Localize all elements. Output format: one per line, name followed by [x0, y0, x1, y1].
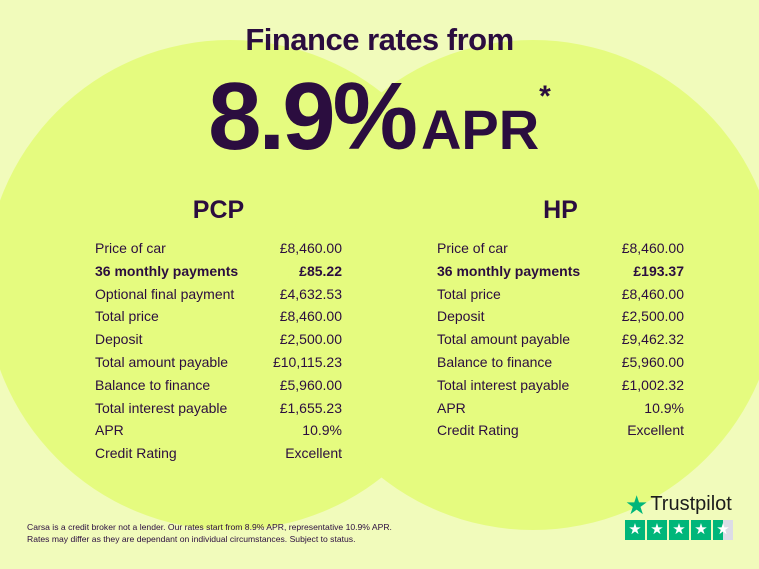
- row-value: Excellent: [627, 422, 684, 439]
- row-value: £9,462.32: [621, 331, 684, 348]
- row-value: £85.22: [299, 262, 342, 279]
- hp-heading: HP: [543, 196, 578, 224]
- row-label: Optional final payment: [95, 285, 235, 302]
- table-row: Price of car £8,460.00: [437, 237, 684, 260]
- row-label: Credit Rating: [437, 422, 519, 439]
- row-value: £8,460.00: [279, 240, 342, 256]
- hero-rate: 8.9% APR*: [0, 62, 759, 172]
- disclaimer-line: Rates may differ as they are dependant o…: [27, 534, 356, 544]
- row-label: Price of car: [437, 240, 508, 256]
- star-icon: ★: [647, 520, 667, 540]
- table-row: 36 monthly payments £85.22: [95, 260, 342, 283]
- trustpilot-name: Trustpilot: [650, 493, 732, 515]
- table-row: 36 monthly payments £193.37: [437, 260, 684, 283]
- row-label: Total price: [437, 285, 501, 302]
- row-value: 10.9%: [644, 399, 684, 416]
- table-row: Deposit £2,500.00: [437, 305, 684, 328]
- rate-value: 8.9%: [208, 63, 418, 170]
- table-row: Price of car £8,460.00: [95, 237, 342, 260]
- row-label: Deposit: [95, 331, 143, 348]
- row-label: Deposit: [437, 308, 485, 325]
- table-row: Total amount payable £9,462.32: [437, 328, 684, 351]
- headline: Finance rates from: [245, 22, 514, 57]
- table-row: Total amount payable £10,115.23: [95, 351, 342, 374]
- disclaimer: Carsa is a credit broker not a lender. O…: [27, 521, 392, 545]
- row-value: £8,460.00: [621, 285, 684, 302]
- row-value: £2,500.00: [279, 331, 342, 348]
- half-star-icon: ★: [713, 520, 733, 540]
- row-label: APR: [95, 422, 124, 439]
- star-icon: ★: [669, 520, 689, 540]
- background-circle-right: [288, 40, 759, 530]
- trustpilot-badge[interactable]: ★ Trustpilot ★ ★ ★ ★ ★: [625, 489, 733, 540]
- row-value: £5,960.00: [621, 353, 684, 370]
- table-row: Credit Rating Excellent: [95, 442, 342, 465]
- star-icon: ★: [625, 489, 649, 520]
- table-row: Total price £8,460.00: [95, 305, 342, 328]
- table-row: APR 10.9%: [95, 419, 342, 442]
- row-value: £193.37: [633, 262, 684, 279]
- pcp-table: PCP Price of car £8,460.00 36 monthly paym…: [95, 196, 342, 465]
- row-label: APR: [437, 399, 466, 416]
- hp-table: HP Price of car £8,460.00 36 monthly payme…: [437, 196, 684, 442]
- row-label: 36 monthly payments: [95, 262, 239, 279]
- row-label: Total interest payable: [95, 399, 228, 416]
- row-label: Credit Rating: [95, 445, 177, 462]
- row-value: £1,655.23: [279, 399, 342, 416]
- row-value: £1,002.32: [621, 376, 684, 393]
- row-value: £8,460.00: [279, 308, 342, 325]
- row-value: £10,115.23: [272, 353, 342, 370]
- table-row: Credit Rating Excellent: [437, 419, 684, 442]
- row-value: £5,960.00: [279, 376, 342, 393]
- table-row: Total price £8,460.00: [437, 283, 684, 306]
- rating-stars: ★ ★ ★ ★ ★: [625, 520, 733, 540]
- table-row: Balance to finance £5,960.00: [95, 374, 342, 397]
- row-label: Balance to finance: [437, 353, 553, 370]
- row-value: 10.9%: [302, 422, 342, 439]
- table-row: Balance to finance £5,960.00: [437, 351, 684, 374]
- table-row: Total interest payable £1,655.23: [95, 397, 342, 420]
- row-value: £4,632.53: [279, 285, 342, 302]
- row-label: Balance to finance: [95, 376, 211, 393]
- row-label: Total price: [95, 308, 159, 325]
- table-row: Deposit £2,500.00: [95, 328, 342, 351]
- disclaimer-line: Carsa is a credit broker not a lender. O…: [27, 522, 392, 532]
- star-icon: ★: [625, 520, 645, 540]
- row-value: £8,460.00: [621, 240, 684, 256]
- pcp-heading: PCP: [192, 196, 245, 224]
- row-value: £2,500.00: [621, 308, 684, 325]
- table-row: APR 10.9%: [437, 397, 684, 420]
- row-label: 36 monthly payments: [437, 262, 581, 279]
- row-label: Total interest payable: [437, 376, 570, 393]
- row-label: Total amount payable: [437, 331, 571, 348]
- trustpilot-logo: ★ Trustpilot: [625, 489, 733, 520]
- row-label: Price of car: [95, 240, 166, 256]
- table-row: Optional final payment £4,632.53: [95, 283, 342, 306]
- star-icon: ★: [691, 520, 711, 540]
- asterisk: *: [539, 80, 551, 113]
- row-label: Total amount payable: [95, 353, 229, 370]
- table-row: Total interest payable £1,002.32: [437, 374, 684, 397]
- apr-label: APR: [420, 98, 540, 161]
- row-value: Excellent: [285, 445, 342, 462]
